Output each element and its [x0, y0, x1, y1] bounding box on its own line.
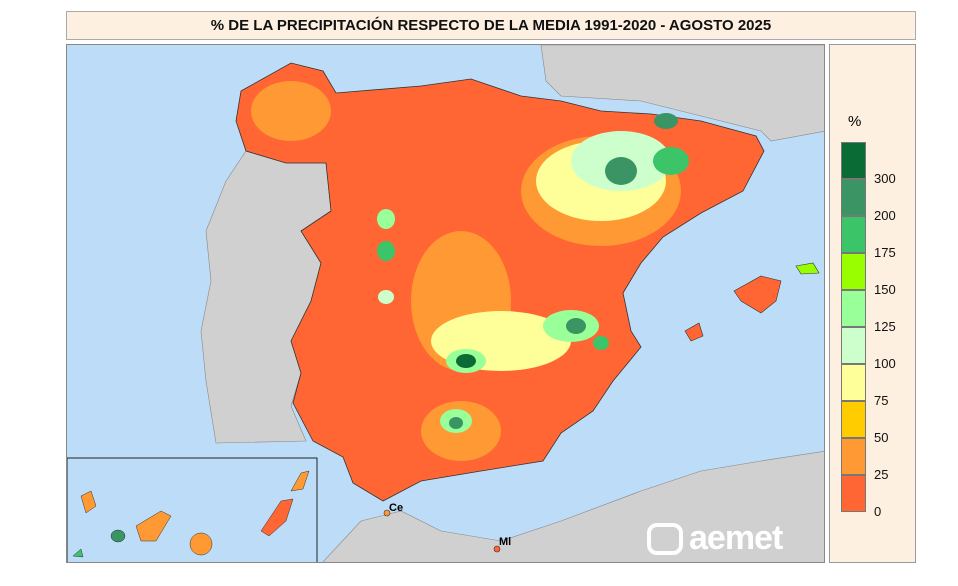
legend-swatch — [841, 290, 866, 327]
precipitation-map: Ce Ml aemet — [66, 44, 825, 563]
aemet-logo: aemet — [647, 519, 783, 558]
legend-unit: % — [848, 113, 862, 130]
legend-swatch — [841, 438, 866, 475]
map-title: % DE LA PRECIPITACIÓN RESPECTO DE LA MED… — [66, 11, 916, 40]
legend-swatch — [841, 475, 866, 512]
legend: % 300 200 175 150 125 100 75 50 25 0 — [829, 44, 916, 563]
legend-swatch — [841, 216, 866, 253]
legend-label: 0 — [874, 504, 882, 519]
legend-label: 200 — [874, 208, 896, 223]
legend-swatch — [841, 401, 866, 438]
logo-icon — [647, 522, 683, 555]
menorca — [795, 262, 820, 275]
africa-land — [322, 451, 824, 562]
logo-text: aemet — [689, 519, 783, 557]
legend-label: 50 — [874, 430, 889, 445]
legend-label: 75 — [874, 393, 889, 408]
legend-swatch — [841, 364, 866, 401]
france-land — [540, 45, 824, 142]
legend-label: 125 — [874, 319, 896, 334]
mallorca — [733, 275, 782, 314]
ceuta-label: Ce — [389, 502, 404, 514]
legend-swatch — [841, 327, 866, 364]
legend-label: 100 — [874, 356, 896, 371]
legend-swatch — [841, 253, 866, 290]
legend-label: 25 — [874, 467, 889, 482]
legend-swatch — [841, 142, 866, 179]
melilla-label: Ml — [499, 536, 512, 548]
legend-label: 300 — [874, 171, 896, 186]
ibiza — [684, 322, 704, 342]
legend-label: 175 — [874, 245, 896, 260]
legend-label: 150 — [874, 282, 896, 297]
legend-swatch — [841, 179, 866, 216]
